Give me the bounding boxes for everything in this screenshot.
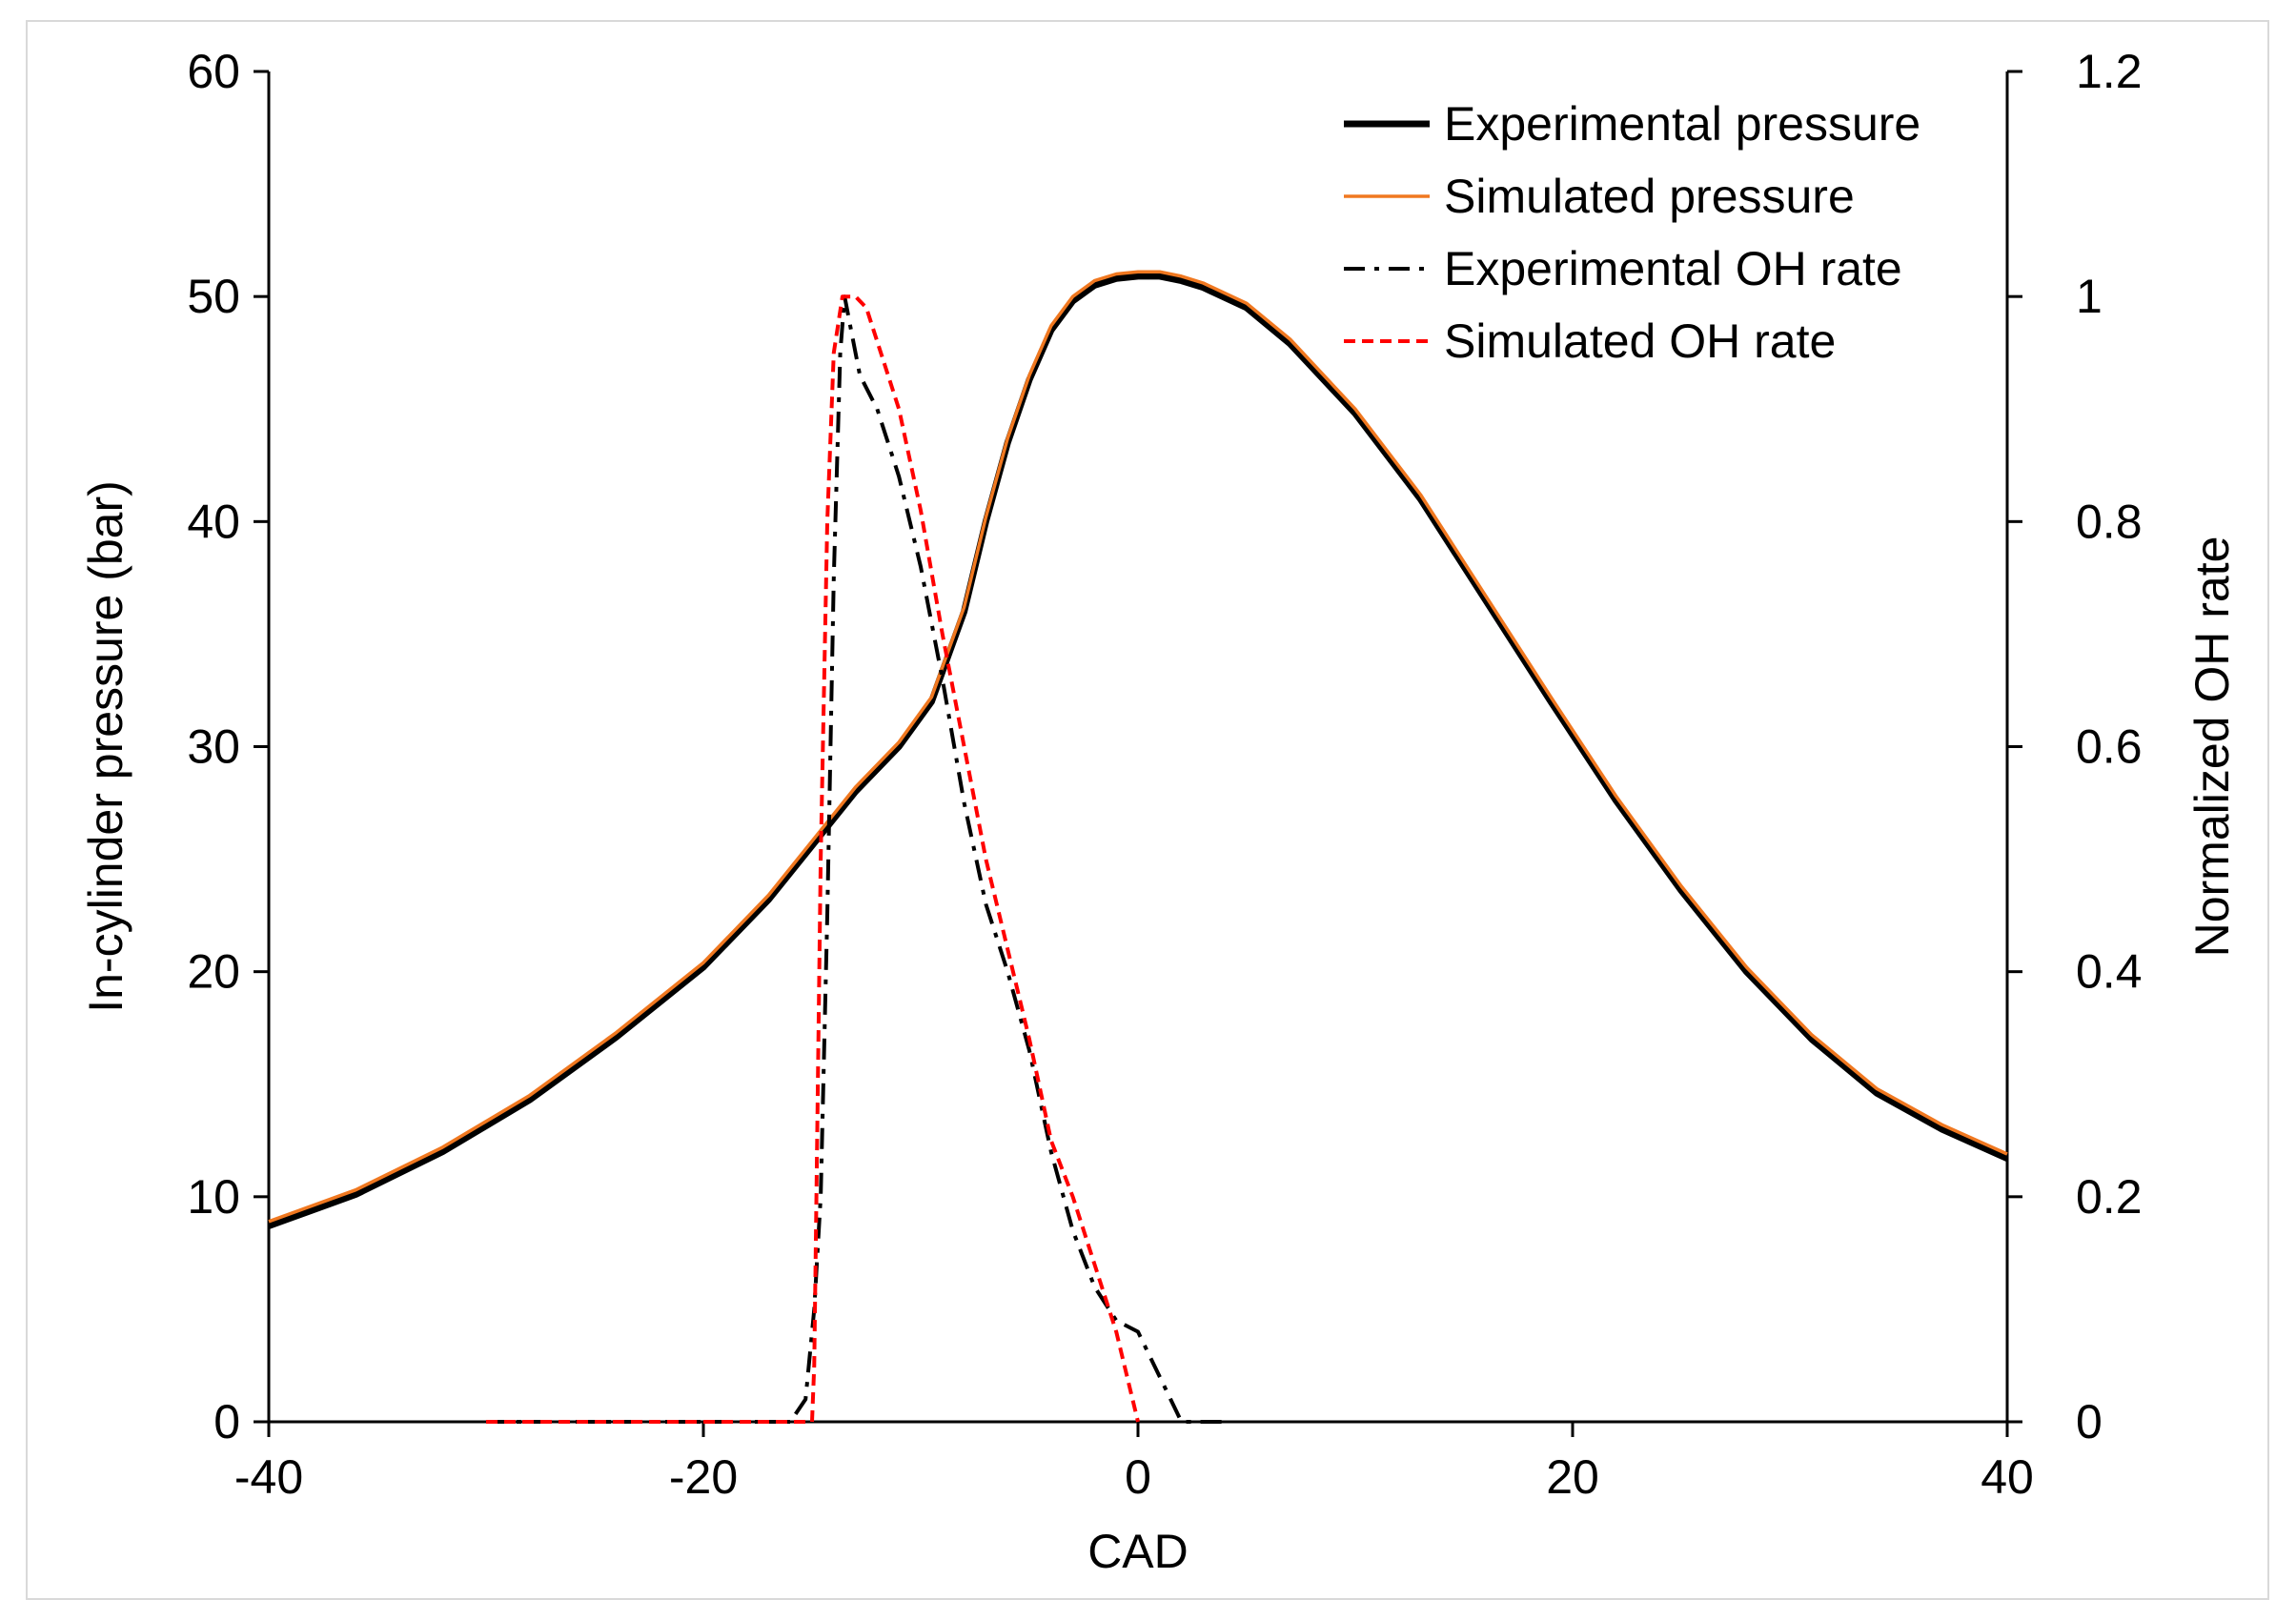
figure-border: [26, 20, 2269, 1600]
left-y-axis-title: In-cylinder pressure (bar): [79, 480, 132, 1013]
x-tick-label: -20: [669, 1450, 738, 1504]
right-y-tick-label: 0.8: [2076, 495, 2143, 548]
left-y-tick-label: 30: [187, 720, 240, 774]
legend-label-simulated-oh-rate: Simulated OH rate: [1444, 314, 1836, 368]
x-tick-label: 20: [1546, 1450, 1599, 1504]
x-tick-label: 40: [1981, 1450, 2034, 1504]
left-y-tick-label: 20: [187, 945, 240, 999]
x-axis-title: CAD: [1087, 1525, 1189, 1578]
series-line-simulated-oh-rate: [486, 294, 1140, 1424]
right-y-tick-label: 1.2: [2076, 45, 2143, 98]
series-layer: [267, 270, 2009, 1424]
left-y-tick-label: 40: [187, 495, 240, 548]
right-y-axis-title: Normalized OH rate: [2185, 537, 2239, 958]
right-y-tick-label: 0.2: [2076, 1170, 2143, 1224]
legend-label-experimental-oh-rate: Experimental OH rate: [1444, 242, 1902, 295]
legend: Experimental pressure Simulated pressure…: [1344, 97, 1920, 368]
series-line-experimental-pressure: [267, 273, 2009, 1229]
right-y-tick-label: 0.4: [2076, 945, 2143, 999]
left-y-tick-label: 0: [213, 1395, 240, 1448]
legend-label-simulated-pressure: Simulated pressure: [1444, 170, 1855, 223]
series-line-simulated-pressure: [268, 270, 2008, 1224]
legend-label-experimental-pressure: Experimental pressure: [1444, 97, 1920, 151]
x-tick-label: 0: [1125, 1450, 1151, 1504]
left-y-tick-label: 60: [187, 45, 240, 98]
left-y-tick-label: 10: [187, 1170, 240, 1224]
right-y-tick-label: 0: [2076, 1395, 2103, 1448]
right-y-tick-label: 0.6: [2076, 720, 2143, 774]
right-y-tick-label: 1: [2076, 270, 2103, 323]
ticks-layer: 0 10 20 30 40 50 60 0 0.2 0.4 0.6 0.8 1 1.2 -40 -20 0 20 4…: [187, 45, 2142, 1504]
left-y-tick-label: 50: [187, 270, 240, 323]
x-tick-label: -40: [234, 1450, 303, 1504]
